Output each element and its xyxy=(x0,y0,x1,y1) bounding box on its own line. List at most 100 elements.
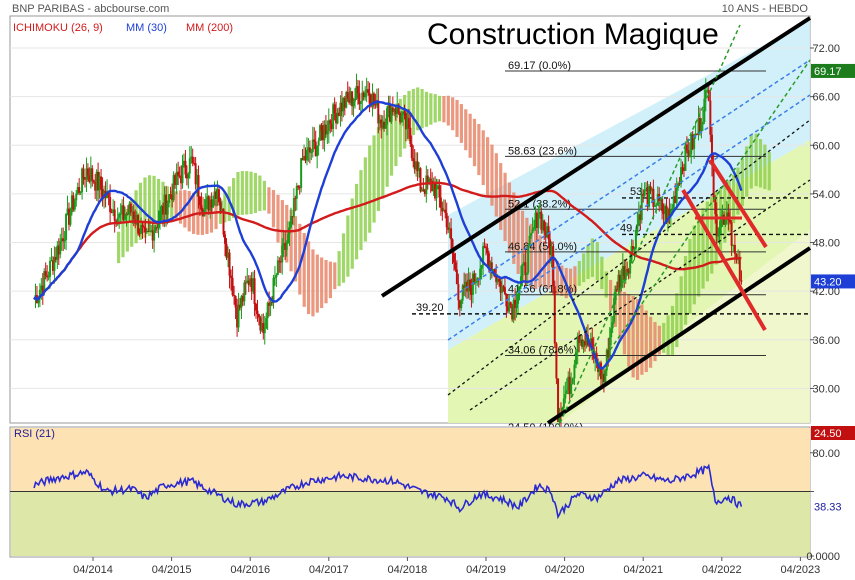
candle-body xyxy=(738,259,741,281)
candle-body xyxy=(388,103,391,122)
legend-mm30: MM (30) xyxy=(126,22,167,34)
cloud-segment xyxy=(701,208,705,289)
candle-body xyxy=(95,171,98,191)
candle-body xyxy=(303,155,306,161)
cloud-segment xyxy=(679,276,683,337)
candle-body xyxy=(441,207,444,212)
candle-body xyxy=(383,121,386,129)
cloud-segment xyxy=(534,229,538,290)
cloud-segment xyxy=(631,295,635,378)
candle-body xyxy=(697,118,700,135)
candle-body xyxy=(413,161,416,170)
candle-body xyxy=(253,278,256,305)
candle-body xyxy=(356,86,359,94)
candle-body xyxy=(144,227,147,233)
candle-body xyxy=(359,101,362,105)
candle-body xyxy=(131,211,134,213)
candle-body xyxy=(391,107,394,112)
candle-body xyxy=(41,285,44,294)
candle-body xyxy=(571,378,574,384)
cloud-segment xyxy=(368,145,372,233)
candle-body xyxy=(485,246,487,248)
candle-body xyxy=(214,191,217,200)
candle-body xyxy=(601,373,604,380)
candle-body xyxy=(145,231,148,233)
candle-body xyxy=(184,160,187,175)
candle-body xyxy=(175,171,178,185)
candle-body xyxy=(581,339,584,347)
candle-body xyxy=(617,274,620,291)
cloud-segment xyxy=(289,209,293,272)
cloud-segment xyxy=(468,113,472,158)
period-label: 10 ANS - HEBDO xyxy=(722,3,809,15)
cloud-segment xyxy=(512,192,516,264)
cloud-segment xyxy=(196,194,200,235)
candle-body xyxy=(489,262,492,269)
candle-body xyxy=(696,133,699,135)
candle-body xyxy=(256,310,259,315)
rsi-lower-band xyxy=(11,491,810,556)
candle-body xyxy=(345,92,348,108)
candle-body xyxy=(527,245,530,273)
cloud-segment xyxy=(130,198,134,247)
cloud-segment xyxy=(705,201,709,282)
cloud-segment xyxy=(464,109,468,151)
candle-body xyxy=(381,121,384,128)
candle-body xyxy=(533,227,536,230)
candle-body xyxy=(147,231,150,233)
candle-body xyxy=(653,205,656,207)
candle-body xyxy=(252,278,255,292)
x-tick-label-8: 04/2022 xyxy=(702,564,742,576)
candle-body xyxy=(263,328,266,334)
x-tick-label-3: 04/2017 xyxy=(309,564,349,576)
cloud-segment xyxy=(618,288,622,341)
candle-body xyxy=(645,189,648,191)
candle-body xyxy=(643,189,646,196)
cloud-segment xyxy=(416,87,420,131)
candle-body xyxy=(198,196,201,206)
candle-body xyxy=(103,190,106,198)
candle-body xyxy=(445,212,448,228)
candle-body xyxy=(216,189,219,200)
cloud-segment xyxy=(442,96,446,123)
candle-body xyxy=(92,180,95,183)
cloud-segment xyxy=(542,241,546,287)
cloud-segment xyxy=(236,172,240,216)
candle-body xyxy=(240,296,243,308)
cloud-segment xyxy=(249,171,253,215)
candle-body xyxy=(166,202,169,215)
candle-body xyxy=(387,103,390,109)
channel-red-lower xyxy=(681,188,767,332)
candle-body xyxy=(420,189,423,192)
candle-body xyxy=(434,183,437,199)
cloud-segment xyxy=(710,196,714,274)
fib-label-5: 34.06 (78.6%) xyxy=(508,345,577,357)
candle-body xyxy=(332,104,335,129)
candle-body xyxy=(319,125,322,141)
candle-body xyxy=(740,280,743,282)
cloud-segment xyxy=(315,254,319,313)
x-tick-label-2: 04/2016 xyxy=(230,564,270,576)
price-tag-box-0 xyxy=(811,63,855,78)
cloud-segment xyxy=(600,256,604,290)
candle-body xyxy=(294,198,297,200)
candle-body xyxy=(65,213,68,240)
candle-body xyxy=(677,183,680,188)
candle-body xyxy=(540,211,543,230)
candle-body xyxy=(439,197,442,208)
cloud-segment xyxy=(627,293,631,367)
candle-body xyxy=(138,233,141,235)
fib-label-3: 46.84 (50.0%) xyxy=(508,241,577,253)
candle-body xyxy=(163,194,166,215)
candle-body xyxy=(313,139,316,142)
candle-body xyxy=(564,393,567,399)
candle-body xyxy=(506,306,509,312)
cloud-segment xyxy=(381,120,385,199)
candle-body xyxy=(54,256,57,260)
candle-body xyxy=(538,211,541,215)
candle-body xyxy=(150,230,153,232)
cloud-segment xyxy=(333,262,337,290)
candle-body xyxy=(210,199,213,208)
cloud-segment xyxy=(595,242,599,281)
cloud-segment xyxy=(451,97,455,131)
